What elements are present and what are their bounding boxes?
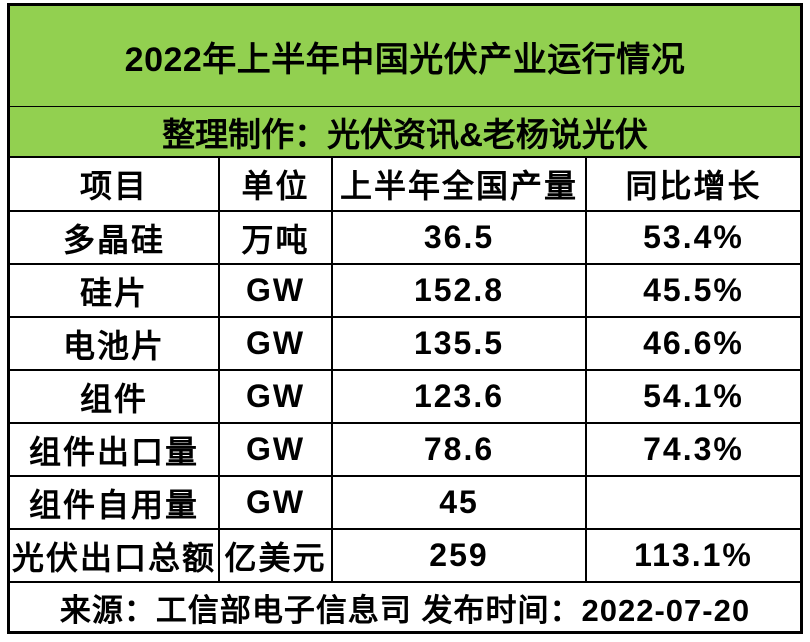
cell-growth: 53.4% bbox=[587, 212, 800, 265]
cell-item: 硅片 bbox=[10, 265, 220, 318]
cell-growth: 113.1% bbox=[587, 530, 800, 583]
cell-unit: 万吨 bbox=[220, 212, 333, 265]
cell-growth: 74.3% bbox=[587, 424, 800, 477]
cell-output: 259 bbox=[333, 530, 587, 583]
table-title: 2022年上半年中国光伏产业运行情况 bbox=[10, 6, 800, 107]
cell-unit: GW bbox=[220, 424, 333, 477]
cell-growth bbox=[587, 477, 800, 530]
table-grid: 项目 单位 上半年全国产量 同比增长 多晶硅 万吨 36.5 53.4% 硅片 … bbox=[10, 158, 800, 583]
column-header-output: 上半年全国产量 bbox=[333, 158, 587, 212]
cell-growth: 54.1% bbox=[587, 371, 800, 424]
cell-item: 组件 bbox=[10, 371, 220, 424]
cell-output: 78.6 bbox=[333, 424, 587, 477]
cell-item: 组件出口量 bbox=[10, 424, 220, 477]
cell-output: 123.6 bbox=[333, 371, 587, 424]
cell-item: 光伏出口总额 bbox=[10, 530, 220, 583]
cell-growth: 45.5% bbox=[587, 265, 800, 318]
cell-growth: 46.6% bbox=[587, 318, 800, 371]
cell-item: 电池片 bbox=[10, 318, 220, 371]
data-table: 2022年上半年中国光伏产业运行情况 整理制作：光伏资讯&老杨说光伏 项目 单位… bbox=[7, 3, 803, 634]
cell-output: 45 bbox=[333, 477, 587, 530]
cell-output: 135.5 bbox=[333, 318, 587, 371]
table-subtitle: 整理制作：光伏资讯&老杨说光伏 bbox=[10, 107, 800, 158]
table-source-footer: 来源：工信部电子信息司 发布时间：2022-07-20 bbox=[59, 592, 751, 628]
cell-unit: GW bbox=[220, 477, 333, 530]
cell-item: 组件自用量 bbox=[10, 477, 220, 530]
cell-unit: 亿美元 bbox=[220, 530, 333, 583]
cell-output: 36.5 bbox=[333, 212, 587, 265]
column-header-item: 项目 bbox=[10, 158, 220, 212]
column-header-growth: 同比增长 bbox=[587, 158, 800, 212]
column-header-unit: 单位 bbox=[220, 158, 333, 212]
cell-unit: GW bbox=[220, 318, 333, 371]
cell-unit: GW bbox=[220, 265, 333, 318]
cell-output: 152.8 bbox=[333, 265, 587, 318]
cell-unit: GW bbox=[220, 371, 333, 424]
cell-item: 多晶硅 bbox=[10, 212, 220, 265]
